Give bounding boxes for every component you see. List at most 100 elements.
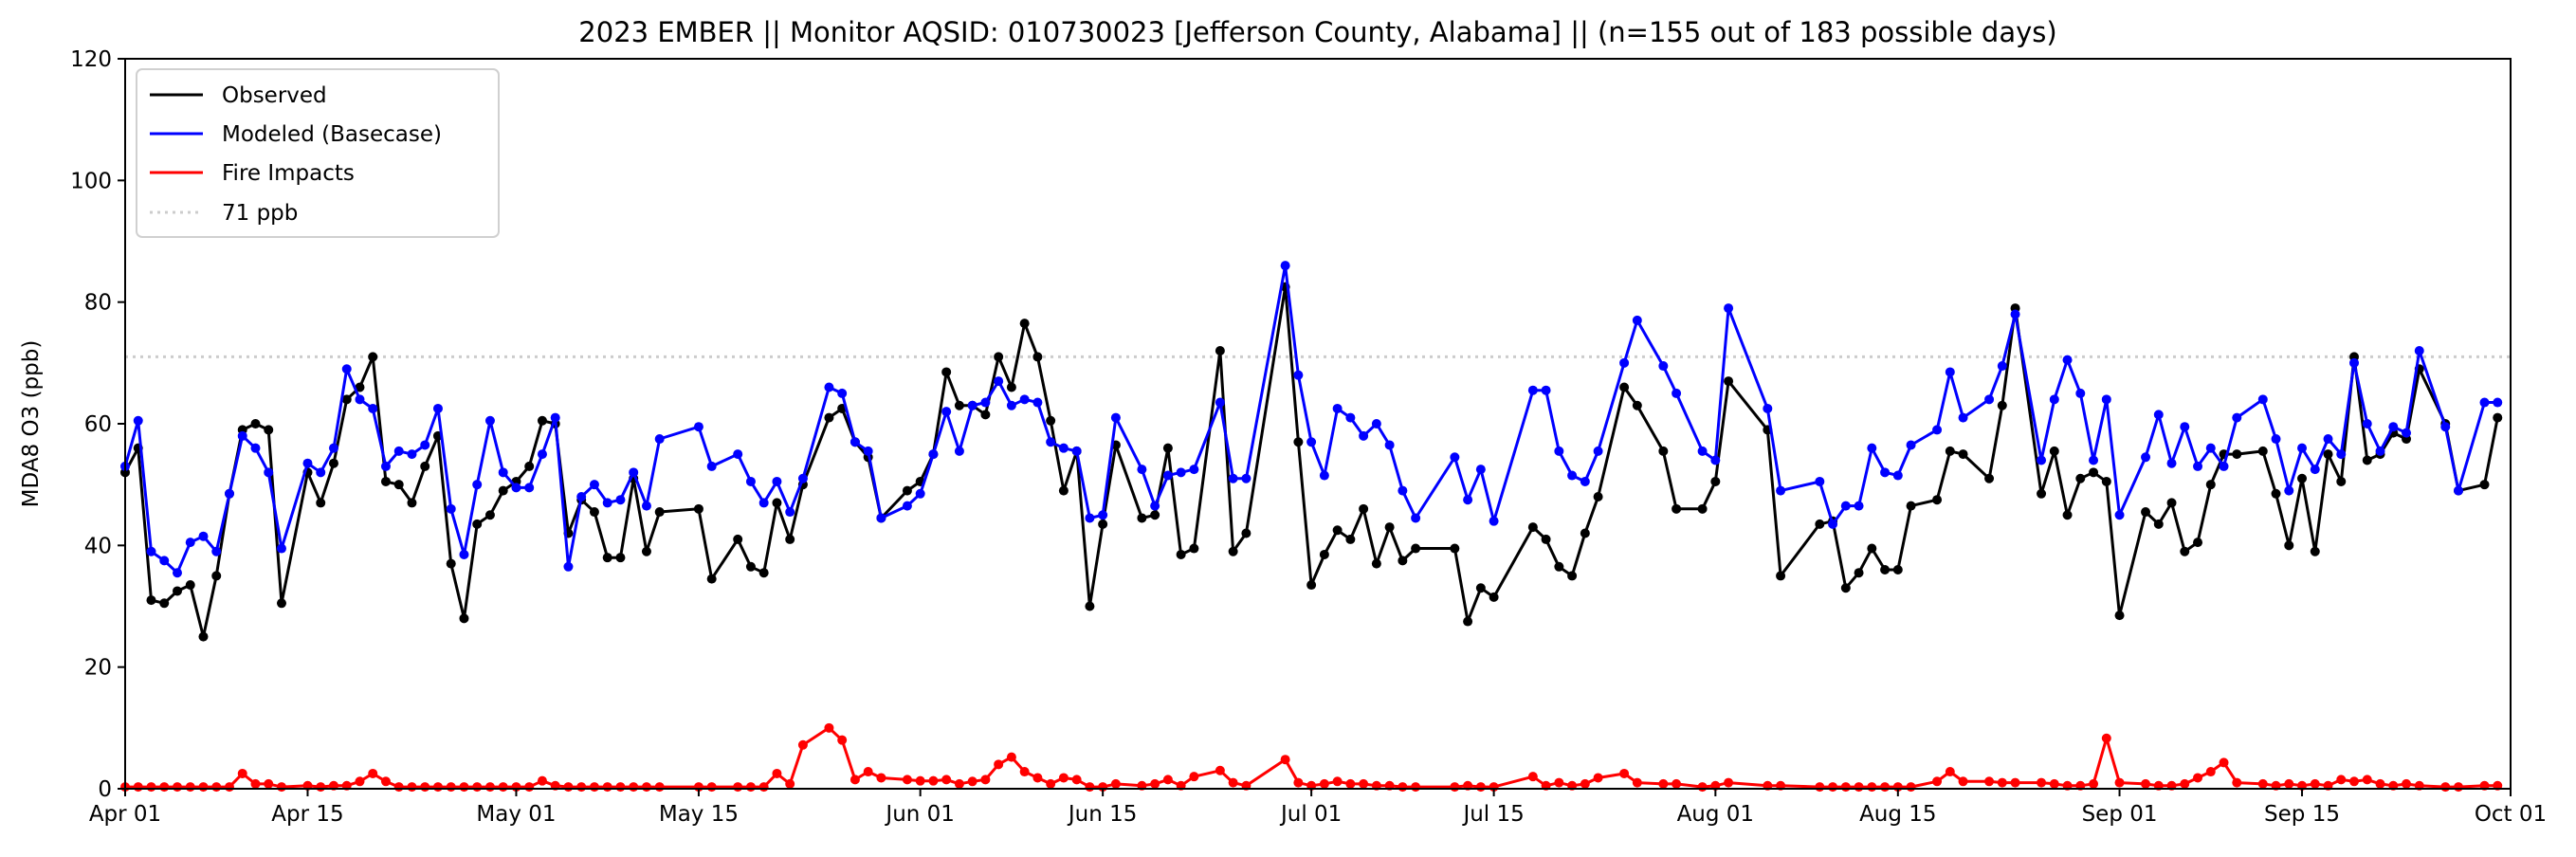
data-point-fire-impacts <box>472 782 483 793</box>
data-point-modeled-basecase <box>250 443 261 453</box>
data-point-observed <box>1527 522 1538 533</box>
data-point-fire-impacts <box>224 782 234 793</box>
data-point-fire-impacts <box>484 782 495 793</box>
data-point-fire-impacts <box>563 782 574 793</box>
data-point-modeled-basecase <box>1984 394 1995 405</box>
data-point-observed <box>1463 616 1473 627</box>
data-point-modeled-basecase <box>302 458 313 468</box>
data-point-observed <box>1359 503 1369 514</box>
data-point-observed <box>1085 601 1095 611</box>
data-point-observed <box>368 352 378 362</box>
data-point-observed <box>1293 437 1304 447</box>
data-point-fire-impacts <box>928 775 939 786</box>
data-point-observed <box>1475 583 1486 593</box>
data-point-observed <box>2205 480 2216 490</box>
data-point-modeled-basecase <box>1475 465 1486 475</box>
data-point-modeled-basecase <box>2349 357 2360 368</box>
data-point-modeled-basecase <box>2205 443 2216 453</box>
y-tick-label: 20 <box>84 656 112 681</box>
data-point-fire-impacts <box>733 782 743 793</box>
data-point-modeled-basecase <box>1345 412 1356 423</box>
data-point-modeled-basecase <box>2388 422 2399 432</box>
data-point-observed <box>1906 501 1916 511</box>
data-point-modeled-basecase <box>785 507 795 518</box>
data-point-modeled-basecase <box>2310 465 2320 475</box>
data-point-fire-impacts <box>1085 782 1095 793</box>
data-point-observed <box>198 631 209 642</box>
data-point-fire-impacts <box>954 778 964 789</box>
data-point-observed <box>1241 528 1251 538</box>
data-point-modeled-basecase <box>133 415 143 426</box>
data-point-modeled-basecase <box>1384 440 1395 450</box>
data-point-fire-impacts <box>902 775 912 785</box>
data-point-modeled-basecase <box>1541 385 1551 395</box>
data-point-fire-impacts <box>264 778 274 789</box>
data-point-observed <box>1892 565 1903 574</box>
data-point-observed <box>1450 543 1460 554</box>
data-point-fire-impacts <box>159 782 170 793</box>
legend-label-71ppb: 71 ppb <box>222 201 298 226</box>
data-point-modeled-basecase <box>915 488 925 499</box>
data-point-observed <box>693 503 703 514</box>
data-point-observed <box>2049 446 2059 456</box>
x-tick-label: Apr 01 <box>89 802 161 827</box>
x-tick-label: Aug 15 <box>1859 802 1937 827</box>
data-point-fire-impacts <box>1945 767 1955 777</box>
y-tick-label: 0 <box>98 777 112 802</box>
data-point-modeled-basecase <box>1371 419 1381 428</box>
data-point-modeled-basecase <box>1058 443 1069 453</box>
data-point-observed <box>1046 415 1056 426</box>
data-point-fire-impacts <box>837 735 848 745</box>
data-point-fire-impacts <box>1619 768 1630 778</box>
legend-label-observed: Observed <box>222 83 327 108</box>
data-point-modeled-basecase <box>1411 513 1421 523</box>
data-point-modeled-basecase <box>2257 394 2268 405</box>
data-point-observed <box>733 534 743 544</box>
data-point-fire-impacts <box>2454 782 2464 793</box>
data-point-modeled-basecase <box>1306 437 1317 447</box>
data-point-observed <box>2232 449 2242 460</box>
data-point-modeled-basecase <box>1527 385 1538 395</box>
data-point-fire-impacts <box>1880 782 1891 793</box>
data-point-observed <box>2297 473 2308 483</box>
data-point-modeled-basecase <box>1710 455 1721 465</box>
data-point-modeled-basecase <box>1071 446 1082 456</box>
data-point-fire-impacts <box>2440 782 2451 793</box>
data-point-fire-impacts <box>2336 775 2347 785</box>
data-point-fire-impacts <box>250 778 261 789</box>
data-point-modeled-basecase <box>1593 446 1603 456</box>
data-point-modeled-basecase <box>237 430 247 441</box>
data-point-fire-impacts <box>1110 778 1121 789</box>
data-point-modeled-basecase <box>1567 470 1578 481</box>
data-point-fire-impacts <box>1658 778 1669 789</box>
data-point-modeled-basecase <box>146 546 156 556</box>
data-point-modeled-basecase <box>1110 412 1121 423</box>
data-point-fire-impacts <box>824 722 834 733</box>
data-point-fire-impacts <box>1906 782 1916 793</box>
data-point-observed <box>1567 571 1578 581</box>
data-point-modeled-basecase <box>615 495 626 505</box>
data-point-fire-impacts <box>1319 778 1329 789</box>
data-point-observed <box>1776 571 1786 581</box>
data-point-modeled-basecase <box>1215 397 1225 408</box>
data-point-observed <box>2166 498 2177 508</box>
plot-frame <box>124 58 2512 790</box>
data-point-observed <box>1006 382 1016 392</box>
axes-group: 0 20 40 60 80 100 120 Apr 01 Apr 15 May 01 May 15 J… <box>70 47 2547 827</box>
data-point-fire-impacts <box>1345 778 1356 789</box>
data-point-fire-impacts <box>589 782 599 793</box>
data-point-observed <box>498 485 508 496</box>
data-point-fire-impacts <box>1162 775 1173 785</box>
data-point-modeled-basecase <box>511 483 521 493</box>
data-point-observed <box>159 598 170 609</box>
data-point-fire-impacts <box>459 782 469 793</box>
data-point-modeled-basecase <box>1724 303 1734 314</box>
data-point-observed <box>589 507 599 518</box>
data-point-observed <box>1593 492 1603 501</box>
y-tick-label: 100 <box>70 169 112 193</box>
data-point-modeled-basecase <box>1840 501 1851 511</box>
data-point-modeled-basecase <box>1398 485 1408 496</box>
data-point-observed <box>1932 495 1943 505</box>
data-point-observed <box>706 574 717 584</box>
data-point-modeled-basecase <box>576 492 587 501</box>
